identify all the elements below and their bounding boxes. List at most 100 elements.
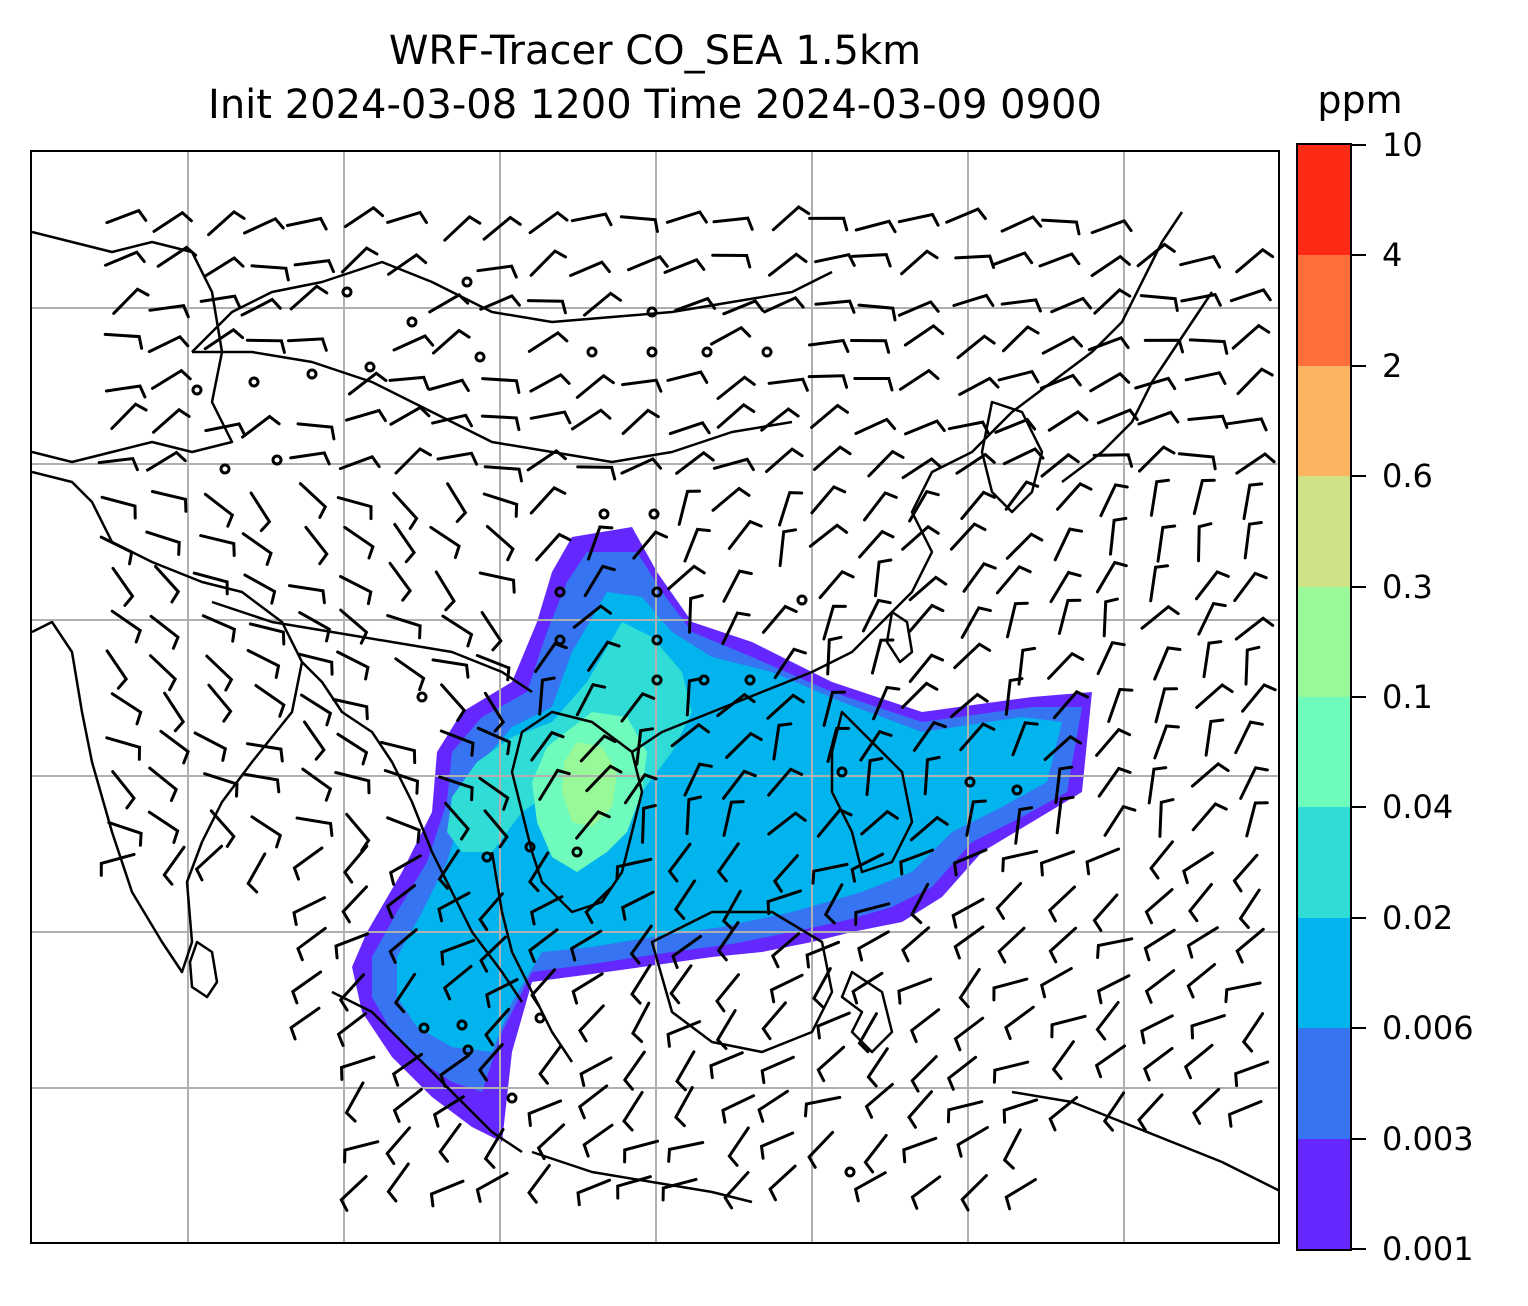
wind-barb (954, 254, 996, 269)
wind-barb (858, 529, 895, 559)
wind-barb (853, 1171, 887, 1203)
wind-barb (339, 575, 373, 606)
colorbar-segment (1298, 365, 1350, 477)
wind-barb (1143, 338, 1184, 354)
wind-barbs (97, 205, 1277, 1212)
wind-barb (712, 457, 755, 472)
colorbar-tick (1352, 144, 1366, 146)
wind-barb (162, 845, 186, 886)
wind-barb (722, 769, 757, 800)
wind-barb (956, 1126, 989, 1158)
wind-barb (685, 795, 703, 836)
wind-barb (667, 842, 692, 883)
wind-barb (897, 977, 933, 1005)
wind-barb (332, 697, 369, 721)
wind-barb (669, 964, 693, 1005)
wind-barb (725, 731, 763, 759)
wind-barb (193, 731, 228, 762)
wind-barb (759, 1131, 795, 1160)
wind-barb (1103, 804, 1137, 837)
wind-barb (812, 967, 832, 1009)
wind-calm-marker (461, 276, 473, 288)
wind-barb (1002, 447, 1045, 466)
wind-calm-marker (701, 346, 713, 358)
wind-barb (665, 210, 708, 224)
wind-barb (1095, 560, 1128, 594)
wind-barb (623, 773, 658, 805)
wind-barb (392, 1087, 423, 1123)
wind-barb (1226, 417, 1268, 432)
wind-barb (1227, 1100, 1263, 1128)
wind-barb (952, 293, 995, 307)
wind-barb (901, 524, 940, 551)
wind-barb (641, 804, 657, 844)
wind-calm-marker (524, 841, 536, 853)
wind-barb (293, 258, 335, 274)
wind-barb (248, 622, 286, 646)
wind-barb (949, 522, 987, 551)
wind-barb (301, 767, 333, 802)
wind-barb (907, 1090, 933, 1129)
wind-barb (816, 808, 853, 838)
wind-barb (1039, 967, 1073, 999)
wind-barb (104, 250, 146, 267)
wind-barb (997, 926, 1026, 964)
wind-barb (441, 614, 474, 648)
wind-barb (1241, 683, 1277, 713)
coastline-northeast-asia (32, 230, 234, 464)
coastline-sri-lanka (188, 940, 219, 999)
colorbar-tick (1352, 254, 1366, 257)
wind-barb (436, 451, 479, 466)
wind-barb (1235, 452, 1276, 475)
wind-barb (578, 1004, 605, 1043)
wind-barb (163, 691, 186, 733)
wind-barb (246, 852, 267, 894)
wind-calm-marker (306, 368, 318, 380)
wind-calm-marker (586, 346, 598, 358)
wind-barb (727, 519, 763, 550)
wind-barb (1097, 766, 1132, 798)
wind-barb (772, 722, 793, 761)
wind-barb (850, 253, 892, 268)
wind-barb (631, 1001, 651, 1043)
wind-barb (478, 571, 516, 594)
wind-barb (716, 921, 740, 962)
wind-calm-marker (506, 1092, 518, 1104)
wind-barb (1188, 883, 1213, 923)
colorbar-tick (1352, 696, 1366, 698)
wind-barb (336, 650, 370, 681)
wind-barb (1188, 338, 1229, 355)
wind-barb (851, 971, 884, 1005)
wind-calm-marker (534, 1012, 546, 1024)
wind-barb (338, 973, 365, 1012)
wind-barb (1052, 690, 1089, 720)
wind-barb (290, 970, 323, 1005)
wind-barb (677, 489, 701, 526)
wind-barb (1095, 1001, 1120, 1041)
colorbar-tick (1352, 916, 1366, 919)
wind-barb (1149, 478, 1171, 517)
wind-barb (149, 614, 180, 650)
wind-barb (300, 693, 333, 727)
wind-barb (97, 456, 139, 472)
wind-barb (1204, 718, 1225, 757)
wind-barb (960, 606, 992, 639)
plume-level-0.006 (397, 592, 1062, 1052)
coastline-bay-of-bengal (301, 661, 524, 1003)
wind-barb (585, 764, 623, 793)
wind-barb (287, 337, 328, 352)
colorbar-segment (1298, 917, 1350, 1029)
wind-calm-marker (462, 1044, 474, 1056)
wind-barb (579, 734, 617, 763)
wind-barb (339, 1175, 368, 1212)
wind-barb (110, 692, 143, 726)
wind-barb (201, 614, 237, 643)
wind-barb (483, 465, 523, 483)
wind-barb (857, 303, 897, 322)
wind-barb (575, 682, 607, 717)
wind-barb (1047, 410, 1089, 432)
wind-barb (1144, 969, 1176, 1004)
coastline-china (631, 211, 1184, 754)
wind-barb (154, 565, 181, 604)
coastline-taiwan (885, 610, 914, 664)
